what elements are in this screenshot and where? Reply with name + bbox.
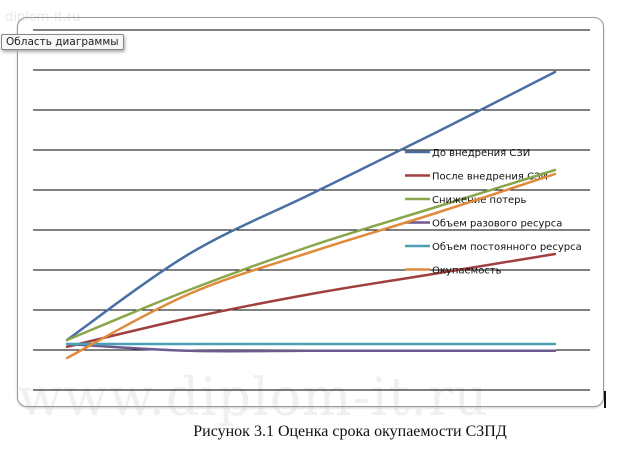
chart-area-tooltip: Область диаграммы: [1, 34, 124, 50]
legend-label: Снижение потерь: [432, 195, 527, 206]
series-line: [65, 70, 557, 342]
series-line: [65, 168, 557, 342]
legend-label: Объем разового ресурса: [432, 219, 562, 230]
legend-label: Окупаемость: [432, 266, 502, 277]
text-cursor: [604, 391, 606, 408]
series-line: [65, 172, 557, 360]
legend-label: До внедрения СЗИ: [432, 148, 530, 159]
watermark-big: www.diplom-it.ru: [18, 368, 489, 428]
series-line: [65, 252, 557, 349]
figure-caption: Рисунок 3.1 Оценка срока окупаемости СЗП…: [193, 423, 507, 440]
series-line: [65, 342, 557, 353]
chart-area[interactable]: [17, 17, 604, 407]
legend-label: Объем постоянного ресурса: [432, 242, 582, 253]
legend-label: После внедрения СЗИ: [432, 172, 548, 183]
